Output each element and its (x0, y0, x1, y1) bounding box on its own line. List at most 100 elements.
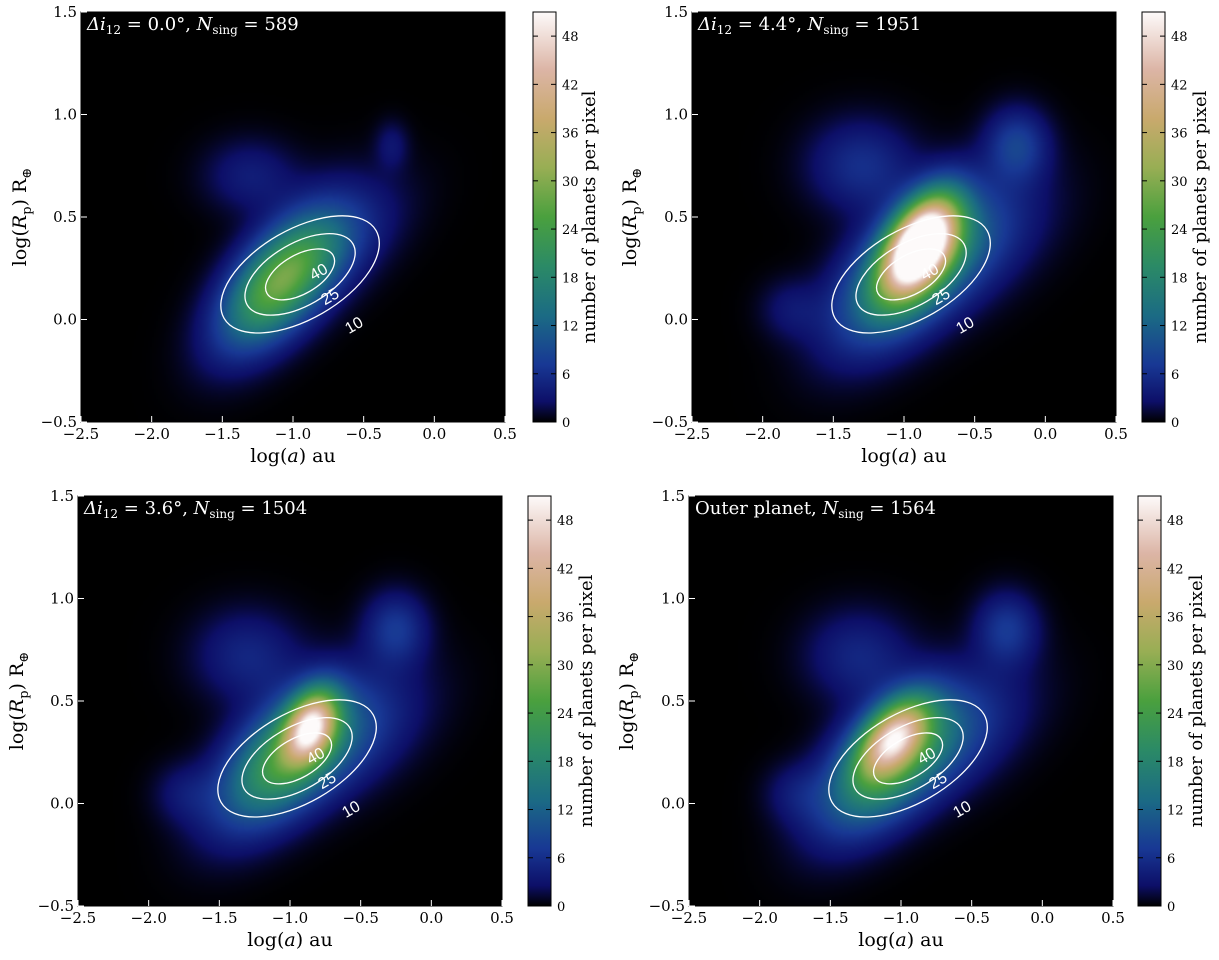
x-axis-label: log(a) au (247, 929, 332, 951)
colorbar-label: number of planets per pixel (1190, 90, 1211, 343)
colorbar-tick-label: 36 (557, 611, 574, 626)
x-tick-label: 0.5 (1104, 425, 1128, 443)
y-tick-label: 1.0 (664, 106, 688, 124)
colorbar-tick-label: 24 (1171, 223, 1188, 238)
colorbar-label: number of planets per pixel (576, 574, 597, 827)
colorbar-tick-label: 24 (557, 707, 574, 722)
colorbar-tick-label: 30 (562, 175, 579, 190)
y-tick-label: 1.5 (661, 487, 685, 505)
colorbar-tick-label: 18 (1171, 271, 1188, 286)
colorbar-tick-label: 36 (562, 127, 579, 142)
x-tick-label: −2.5 (674, 425, 710, 443)
x-tick-label: −1.5 (815, 425, 851, 443)
y-tick-label: 1.5 (664, 3, 688, 21)
contour-10 (217, 699, 377, 818)
colorbar-tick-label: 24 (1167, 707, 1184, 722)
x-axis-label: log(a) au (250, 445, 335, 467)
contour-25 (241, 717, 353, 800)
x-tick-label: −1.0 (883, 909, 919, 927)
y-tick-label: 0.5 (664, 208, 688, 226)
contour-label-10: 10 (342, 314, 366, 338)
x-tick-label: −0.5 (953, 909, 989, 927)
colorbar-tick-label: 48 (1171, 30, 1188, 45)
y-tick-label: −0.5 (41, 413, 77, 431)
colorbar-tick-label: 48 (1167, 514, 1184, 529)
y-tick-label: 0.5 (50, 692, 74, 710)
x-tick-label: −2.5 (63, 425, 99, 443)
contour-label-25: 25 (318, 285, 342, 309)
colorbar-tick-label: 30 (1167, 659, 1184, 674)
x-tick-label: 0.0 (1033, 425, 1057, 443)
contour-25 (244, 233, 356, 316)
y-axis-label: log(Rp) R⊕ (9, 168, 35, 266)
y-axis-label: log(Rp) R⊕ (6, 652, 32, 750)
y-tick-label: 1.5 (53, 3, 77, 21)
colorbar-tick-label: 0 (1171, 416, 1179, 431)
x-tick-label: −2.5 (671, 909, 707, 927)
density-map (692, 12, 1116, 422)
colorbar-tick-label: 0 (557, 900, 565, 915)
contour-40 (872, 732, 944, 785)
contour-label-10: 10 (953, 314, 977, 338)
colorbar-tick-label: 12 (1171, 320, 1188, 335)
contour-10 (220, 215, 380, 334)
x-tick-label: −2.0 (744, 425, 780, 443)
y-axis-label: log(Rp) R⊕ (619, 168, 645, 266)
contour-25 (855, 233, 967, 316)
colorbar-tick-label: 48 (557, 514, 574, 529)
density-map (689, 496, 1113, 906)
contour-25 (852, 717, 964, 800)
contour-40 (261, 732, 333, 785)
x-tick-label: −1.5 (204, 425, 240, 443)
colorbar-tick-label: 0 (1167, 900, 1175, 915)
colorbar-tick-label: 12 (562, 320, 579, 335)
panel-title: Δi12 = 4.4°, Nsing = 1951 (697, 14, 921, 37)
colorbar-tick-label: 42 (557, 562, 574, 577)
y-tick-label: 0.0 (53, 311, 77, 329)
contour-label-40: 40 (918, 261, 942, 285)
x-tick-label: −0.5 (345, 425, 381, 443)
contour-label-25: 25 (926, 769, 950, 793)
colorbar-tick-label: 0 (562, 416, 570, 431)
x-tick-label: −1.5 (201, 909, 237, 927)
x-tick-label: −2.5 (60, 909, 96, 927)
colorbar-tick-label: 6 (562, 368, 570, 383)
x-tick-label: 0.0 (1030, 909, 1054, 927)
colorbar-tick-label: 18 (562, 271, 579, 286)
colorbar-tick-label: 6 (1171, 368, 1179, 383)
colorbar-tick-label: 30 (557, 659, 574, 674)
colorbar-tick-label: 18 (1167, 755, 1184, 770)
y-tick-label: −0.5 (652, 413, 688, 431)
colorbar-tick-label: 24 (562, 223, 579, 238)
y-tick-label: 1.0 (53, 106, 77, 124)
density-map (78, 496, 502, 906)
colorbar-tick-label: 36 (1167, 611, 1184, 626)
y-tick-label: 1.0 (50, 590, 74, 608)
contour-label-25: 25 (315, 769, 339, 793)
y-tick-label: 0.5 (53, 208, 77, 226)
colorbar-label: number of planets per pixel (579, 90, 600, 343)
colorbar-tick-label: 12 (557, 804, 574, 819)
colorbar-tick-label: 48 (562, 30, 579, 45)
colorbar (1137, 495, 1162, 907)
x-tick-label: −2.0 (133, 425, 169, 443)
y-axis-label: log(Rp) R⊕ (616, 652, 642, 750)
colorbar-tick-label: 42 (562, 78, 579, 93)
x-tick-label: −2.0 (130, 909, 166, 927)
x-tick-label: −0.5 (956, 425, 992, 443)
colorbar-tick-label: 6 (557, 852, 565, 867)
colorbar-label: number of planets per pixel (1186, 574, 1207, 827)
colorbar-tick-label: 6 (1167, 852, 1175, 867)
contour-label-25: 25 (929, 285, 953, 309)
x-axis-label: log(a) au (861, 445, 946, 467)
y-tick-label: −0.5 (649, 897, 685, 915)
x-tick-label: 0.0 (419, 909, 443, 927)
x-tick-label: 0.5 (490, 909, 514, 927)
contour-label-10: 10 (950, 798, 974, 822)
x-tick-label: −1.0 (886, 425, 922, 443)
panel-title: Δi12 = 3.6°, Nsing = 1504 (83, 498, 307, 521)
